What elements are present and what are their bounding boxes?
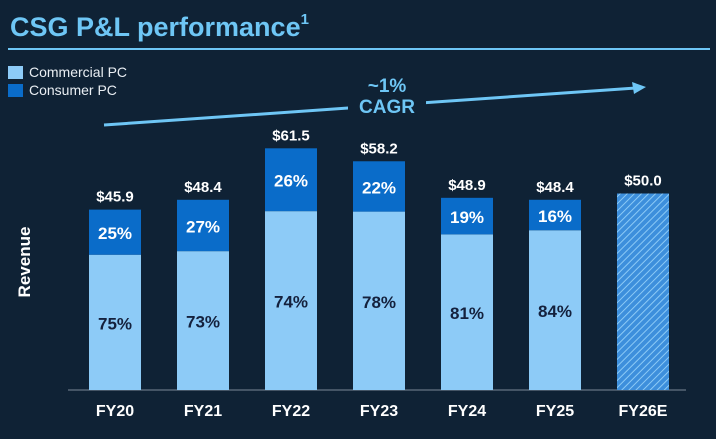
bar-fy22-commercial: [265, 211, 317, 390]
bar-fy22-consumer: [265, 148, 317, 212]
x-tick-label-fy22: FY22: [272, 403, 310, 420]
title-footnote: 1: [300, 11, 309, 28]
bar-fy25-commercial: [529, 230, 581, 390]
cagr-annotation-value: ~1%: [368, 76, 407, 97]
share-label-commercial-fy20: 75%: [98, 314, 132, 333]
bar-fy25-consumer: [529, 199, 581, 231]
y-axis-label: Revenue: [15, 227, 34, 298]
legend-item-consumer: Consumer PC: [8, 81, 127, 99]
bar-fy26e-estimate: [617, 193, 669, 390]
share-label-commercial-fy25: 84%: [538, 302, 572, 321]
legend: Commercial PC Consumer PC: [8, 63, 127, 99]
x-tick-label-fy23: FY23: [360, 403, 398, 420]
total-label-fy24: $48.9: [448, 177, 486, 194]
share-label-consumer-fy23: 22%: [362, 178, 396, 197]
legend-label-commercial: Commercial PC: [29, 64, 128, 80]
cagr-annotation-background: [348, 73, 426, 119]
total-label-fy22: $61.5: [272, 127, 310, 144]
cagr-arrowhead: [632, 82, 646, 94]
bar-fy21-consumer: [177, 199, 229, 252]
bar-fy23-commercial: [353, 211, 405, 390]
share-label-consumer-fy22: 26%: [274, 172, 308, 191]
title-rule: [8, 48, 710, 50]
bar-fy23-consumer: [353, 161, 405, 212]
share-label-consumer-fy20: 25%: [98, 224, 132, 243]
x-tick-label-fy21: FY21: [184, 403, 222, 420]
share-label-consumer-fy25: 16%: [538, 207, 572, 226]
cagr-annotation-label: CAGR: [359, 97, 415, 118]
total-label-fy23: $58.2: [360, 140, 398, 157]
bar-fy21-commercial: [177, 251, 229, 390]
share-label-commercial-fy21: 73%: [186, 313, 220, 332]
x-tick-label-fy20: FY20: [96, 403, 134, 420]
legend-label-consumer: Consumer PC: [29, 82, 117, 98]
bar-fy20-consumer: [89, 209, 141, 255]
x-tick-label-fy25: FY25: [536, 403, 574, 420]
legend-swatch-commercial: [8, 65, 23, 79]
share-label-consumer-fy21: 27%: [186, 217, 220, 236]
share-label-consumer-fy24: 19%: [450, 208, 484, 227]
chart-title: CSG P&L performance1: [10, 11, 309, 43]
x-tick-label-fy24: FY24: [448, 403, 486, 420]
legend-swatch-consumer: [8, 83, 23, 97]
share-label-commercial-fy22: 74%: [274, 293, 308, 312]
share-label-commercial-fy23: 78%: [362, 293, 396, 312]
legend-item-commercial: Commercial PC: [8, 63, 127, 81]
bar-fy24-consumer: [441, 197, 493, 235]
share-label-commercial-fy24: 81%: [450, 304, 484, 323]
total-label-fy25: $48.4: [536, 179, 574, 196]
bar-fy20-commercial: [89, 254, 141, 390]
chart-title-text: CSG P&L performance: [10, 12, 301, 42]
total-label-fy21: $48.4: [184, 179, 222, 196]
bar-fy24-commercial: [441, 234, 493, 390]
total-label-fy20: $45.9: [96, 189, 134, 206]
total-label-fy26e: $50.0: [624, 173, 662, 190]
x-tick-label-fy26e: FY26E: [619, 403, 668, 420]
